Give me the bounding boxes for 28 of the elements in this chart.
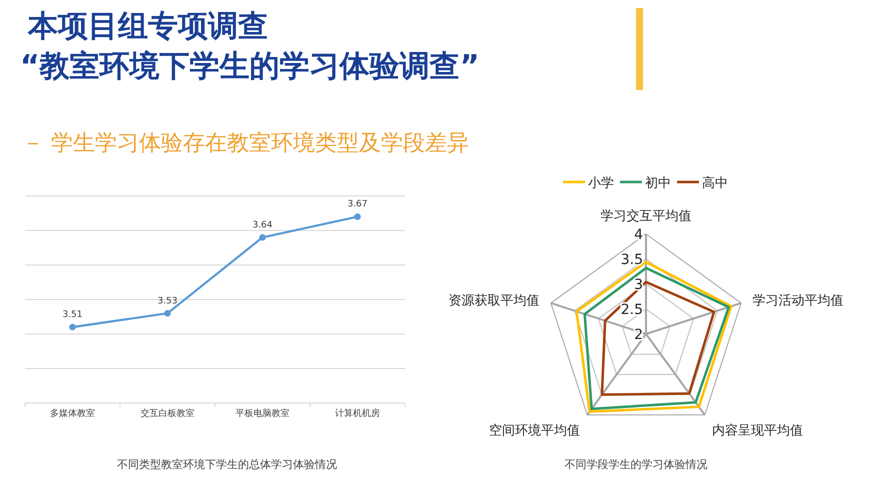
- x-tick-label: 多媒体教室: [50, 408, 95, 419]
- x-tick-label: 交互白板教室: [140, 408, 194, 419]
- legend-label: 初中: [645, 176, 671, 191]
- text: 不同学段学生的学习体验情况: [564, 458, 708, 471]
- y-tick-label: 3.5: [620, 252, 643, 268]
- point: [164, 310, 171, 317]
- x-tick-label: 平板电脑教室: [236, 408, 290, 419]
- legend-label: 高中: [702, 175, 728, 191]
- point: [69, 324, 76, 330]
- legend-label: 小学: [588, 176, 614, 191]
- y-tick-label: 4: [634, 227, 644, 243]
- spoke-label: 资源获取平均值: [448, 293, 540, 308]
- spoke-label: 学习活动平均值: [752, 293, 844, 308]
- x-tick-label: 计算机机房: [335, 408, 380, 419]
- spoke-label: 内容呈现平均值: [712, 422, 803, 439]
- point: [354, 213, 361, 220]
- chart-title: 本项目组专项调查 “教室环境下学生的学习体验调查”: [20, 9, 480, 84]
- y-tick-label: 2.5: [620, 302, 643, 318]
- text: 不同类型教室环境下学生的总体学习体验情况: [117, 458, 337, 471]
- data-label: 3.64: [252, 220, 273, 230]
- data-label: 3.51: [62, 310, 83, 320]
- spoke-label: 空间环境平均值: [489, 422, 580, 439]
- point: [259, 234, 266, 241]
- spoke-label: 学习交互平均值: [600, 208, 692, 224]
- y-tick-label: 2: [634, 327, 643, 343]
- data-label: 3.67: [347, 200, 368, 210]
- data-label: 3.53: [157, 296, 178, 306]
- chart-subtitle: － 学生学习体验存在教室环境类型及学段差异: [22, 131, 469, 156]
